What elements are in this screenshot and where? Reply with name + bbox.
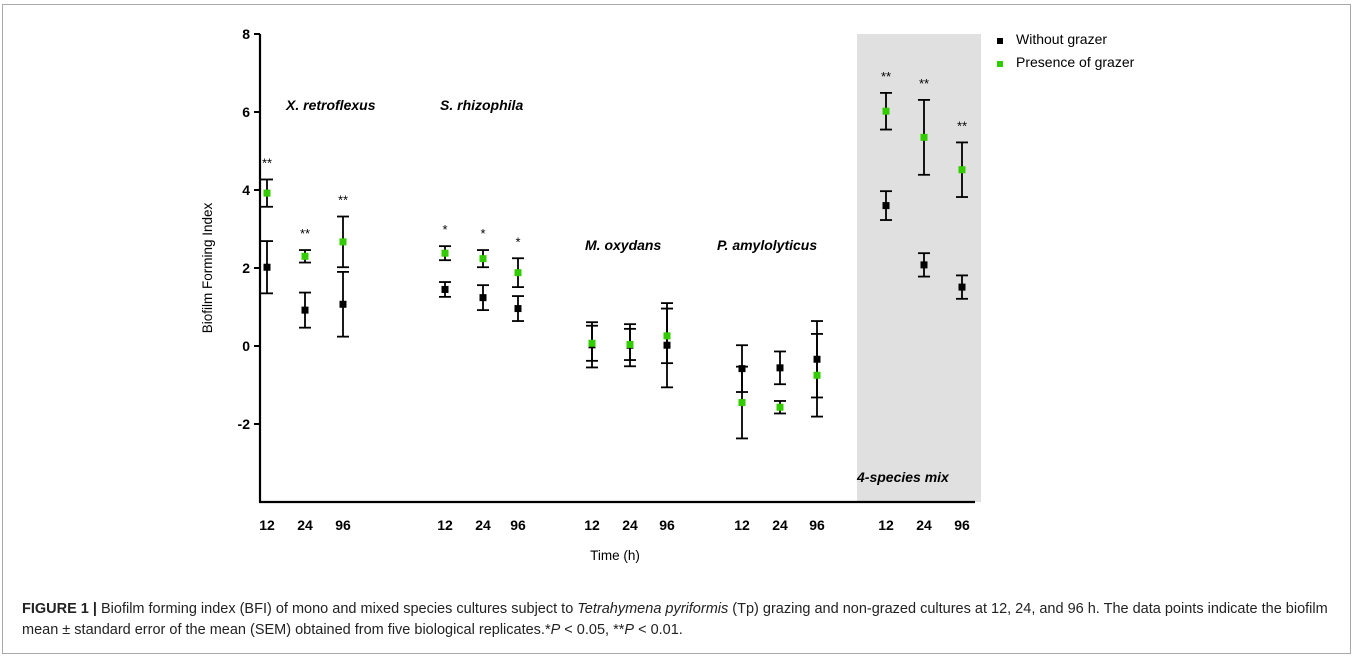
caption-figure-label: FIGURE 1 | bbox=[22, 601, 97, 617]
x-tick-label: 12 bbox=[878, 517, 894, 533]
significance-marker: ** bbox=[957, 118, 967, 133]
presence-of-grazer-point bbox=[339, 238, 347, 246]
presence-of-grazer-point bbox=[626, 340, 634, 348]
x-tick-label: 12 bbox=[734, 517, 750, 533]
without-grazer-point bbox=[514, 305, 522, 313]
significance-marker: ** bbox=[300, 226, 310, 241]
x-tick-label: 24 bbox=[622, 517, 638, 533]
significance-marker: ** bbox=[262, 155, 272, 170]
presence-of-grazer-point bbox=[588, 339, 596, 347]
x-tick-label: 96 bbox=[954, 517, 970, 533]
without-grazer-point bbox=[441, 285, 449, 293]
group-label: P. amylolyticus bbox=[717, 237, 817, 253]
without-grazer-point bbox=[776, 364, 784, 372]
presence-of-grazer-point bbox=[958, 166, 966, 174]
y-tick-label: 6 bbox=[242, 104, 250, 120]
caption-text-1: Biofilm forming index (BFI) of mono and … bbox=[96, 601, 578, 617]
x-tick-label: 96 bbox=[335, 517, 351, 533]
significance-marker: ** bbox=[881, 69, 891, 84]
y-tick-label: 4 bbox=[242, 182, 250, 198]
group-label: 4-species mix bbox=[856, 469, 950, 485]
without-grazer-point bbox=[738, 365, 746, 373]
caption-text-3: < 0.05, ** bbox=[560, 622, 625, 638]
presence-of-grazer-point bbox=[776, 403, 784, 411]
presence-of-grazer-point bbox=[882, 107, 890, 115]
caption-text-2: (Tp) grazing and non-grazed cultures at … bbox=[22, 601, 1328, 638]
shaded-group-panel bbox=[857, 34, 981, 502]
group-label: M. oxydans bbox=[585, 237, 661, 253]
x-tick-label: 24 bbox=[772, 517, 788, 533]
significance-marker: * bbox=[442, 222, 447, 237]
x-tick-label: 24 bbox=[297, 517, 313, 533]
figure-caption: FIGURE 1 | Biofilm forming index (BFI) o… bbox=[22, 599, 1332, 641]
significance-marker: * bbox=[480, 226, 485, 241]
x-tick-label: 24 bbox=[475, 517, 491, 533]
x-tick-label: 96 bbox=[510, 517, 526, 533]
presence-of-grazer-point bbox=[514, 269, 522, 277]
without-grazer-point bbox=[663, 341, 671, 349]
x-tick-label: 12 bbox=[584, 517, 600, 533]
legend-swatch-without-grazer bbox=[997, 38, 1003, 44]
caption-p-symbol-2: P bbox=[624, 622, 635, 638]
presence-of-grazer-point bbox=[813, 371, 821, 379]
presence-of-grazer-point bbox=[301, 252, 309, 260]
presence-of-grazer-point bbox=[263, 189, 271, 197]
without-grazer-point bbox=[920, 261, 928, 269]
legend-swatch-presence-of-grazer bbox=[997, 61, 1003, 67]
significance-marker: ** bbox=[338, 193, 348, 208]
legend-label-presence-of-grazer: Presence of grazer bbox=[1016, 54, 1135, 70]
caption-text-4: < 0.01. bbox=[634, 622, 683, 638]
y-tick-label: 0 bbox=[242, 338, 250, 354]
significance-marker: * bbox=[515, 234, 520, 249]
group-label: X. retroflexus bbox=[285, 97, 376, 113]
y-axis-label: Biofilm Forming Index bbox=[200, 202, 215, 333]
without-grazer-point bbox=[339, 300, 347, 308]
presence-of-grazer-point bbox=[663, 332, 671, 340]
without-grazer-point bbox=[263, 263, 271, 271]
x-tick-label: 96 bbox=[659, 517, 675, 533]
without-grazer-point bbox=[301, 306, 309, 314]
x-tick-label: 96 bbox=[809, 517, 825, 533]
without-grazer-point bbox=[958, 283, 966, 291]
caption-p-symbol-1: P bbox=[550, 622, 561, 638]
significance-marker: ** bbox=[919, 76, 929, 91]
y-tick-label: 2 bbox=[242, 260, 250, 276]
without-grazer-point bbox=[813, 355, 821, 363]
y-tick-label: -2 bbox=[238, 416, 251, 432]
legend-label-without-grazer: Without grazer bbox=[1016, 31, 1107, 47]
presence-of-grazer-point bbox=[738, 399, 746, 407]
y-tick-label: 8 bbox=[242, 26, 250, 42]
presence-of-grazer-point bbox=[920, 133, 928, 141]
without-grazer-point bbox=[479, 294, 487, 302]
figure-frame bbox=[2, 4, 1351, 654]
group-label: S. rhizophila bbox=[440, 97, 523, 113]
x-axis-label: Time (h) bbox=[590, 548, 640, 563]
presence-of-grazer-point bbox=[479, 255, 487, 263]
x-tick-label: 24 bbox=[916, 517, 932, 533]
x-tick-label: 12 bbox=[259, 517, 275, 533]
presence-of-grazer-point bbox=[441, 249, 449, 257]
caption-species-name: Tetrahymena pyriformis bbox=[577, 601, 729, 617]
without-grazer-point bbox=[882, 202, 890, 210]
x-tick-label: 12 bbox=[437, 517, 453, 533]
